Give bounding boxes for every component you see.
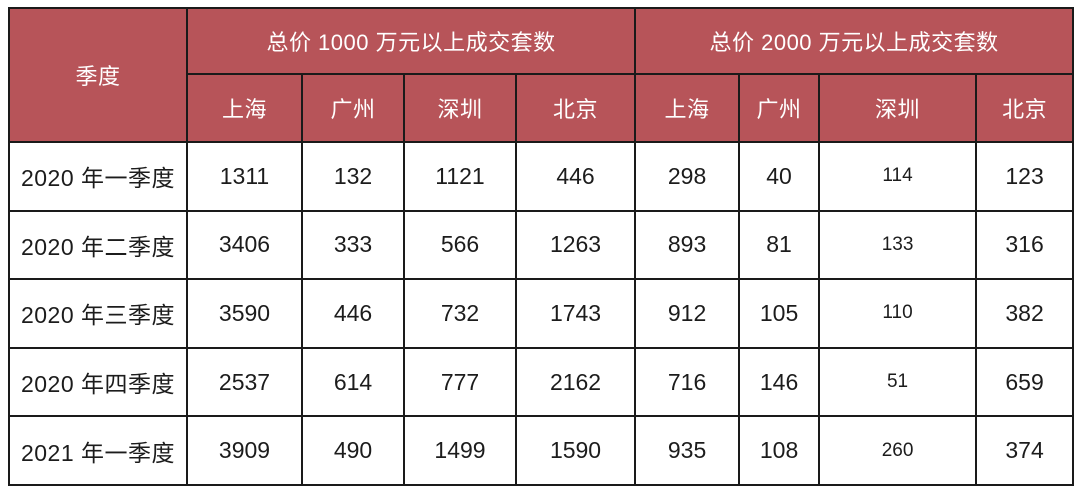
city-header-beijing-2000w: 北京	[975, 73, 1075, 143]
value-cell: 566	[403, 209, 517, 281]
housing-transactions-table: 季度 总价 1000 万元以上成交套数 总价 2000 万元以上成交套数 上海 …	[8, 7, 1075, 486]
value-cell: 614	[301, 346, 405, 418]
value-cell: 3909	[186, 415, 303, 486]
quarter-cell: 2020 年四季度	[8, 346, 188, 418]
value-cell: 1743	[514, 278, 637, 349]
value-cell: 51	[818, 346, 978, 418]
city-header-shanghai-2000w: 上海	[634, 73, 741, 143]
group-header-1000w: 总价 1000 万元以上成交套数	[185, 7, 637, 75]
value-cell: 105	[738, 278, 821, 349]
value-cell: 3406	[186, 209, 303, 281]
value-cell: 2162	[514, 346, 637, 418]
city-header-guangzhou-2000w: 广州	[738, 73, 821, 143]
value-cell: 1499	[403, 415, 517, 486]
value-cell: 133	[818, 209, 978, 281]
value-cell: 1263	[514, 209, 637, 281]
quarter-cell: 2020 年二季度	[8, 209, 188, 281]
table-row: 2020 年一季度 1311 132 1121 446 298 40 114 1…	[8, 141, 1075, 212]
value-cell: 40	[738, 141, 821, 212]
value-cell: 108	[738, 415, 821, 486]
value-cell: 81	[738, 209, 821, 281]
quarter-cell: 2021 年一季度	[8, 415, 188, 486]
value-cell: 260	[818, 415, 978, 486]
value-cell: 3590	[186, 278, 303, 349]
value-cell: 382	[975, 278, 1075, 349]
table-row: 2020 年四季度 2537 614 777 2162 716 146 51 6…	[8, 346, 1075, 418]
value-cell: 1121	[403, 141, 517, 212]
quarter-cell: 2020 年一季度	[8, 141, 188, 212]
city-header-guangzhou-1000w: 广州	[301, 73, 405, 143]
value-cell: 316	[975, 209, 1075, 281]
value-cell: 374	[975, 415, 1075, 486]
group-header-row: 季度 总价 1000 万元以上成交套数 总价 2000 万元以上成交套数	[8, 7, 1075, 143]
value-cell: 333	[301, 209, 405, 281]
table-row: 2020 年三季度 3590 446 732 1743 912 105 110 …	[8, 278, 1075, 349]
value-cell: 446	[301, 278, 405, 349]
value-cell: 893	[634, 209, 741, 281]
quarter-cell: 2020 年三季度	[8, 278, 188, 349]
value-cell: 659	[975, 346, 1075, 418]
city-header-beijing-1000w: 北京	[514, 73, 637, 143]
value-cell: 132	[301, 141, 405, 212]
value-cell: 110	[818, 278, 978, 349]
value-cell: 935	[634, 415, 741, 486]
city-header-row: 上海 广州 深圳 北京 上海 广州 深圳 北京	[9, 73, 1075, 143]
value-cell: 777	[403, 346, 517, 418]
value-cell: 2537	[186, 346, 303, 418]
city-header-shenzhen-1000w: 深圳	[403, 73, 517, 143]
value-cell: 490	[301, 415, 405, 486]
value-cell: 146	[738, 346, 821, 418]
value-cell: 298	[634, 141, 741, 212]
value-cell: 1590	[514, 415, 637, 486]
table-row: 2020 年二季度 3406 333 566 1263 893 81 133 3…	[8, 209, 1075, 281]
city-header-shenzhen-2000w: 深圳	[818, 73, 978, 143]
city-header-shanghai-1000w: 上海	[186, 73, 303, 143]
value-cell: 123	[975, 141, 1075, 212]
value-cell: 716	[634, 346, 741, 418]
table-row: 2021 年一季度 3909 490 1499 1590 935 108 260…	[8, 415, 1075, 486]
value-cell: 1311	[186, 141, 303, 212]
value-cell: 912	[634, 278, 741, 349]
value-cell: 732	[403, 278, 517, 349]
group-header-2000w: 总价 2000 万元以上成交套数	[634, 7, 1075, 75]
value-cell: 446	[514, 141, 637, 212]
value-cell: 114	[818, 141, 978, 212]
quarter-column-header: 季度	[8, 7, 188, 143]
